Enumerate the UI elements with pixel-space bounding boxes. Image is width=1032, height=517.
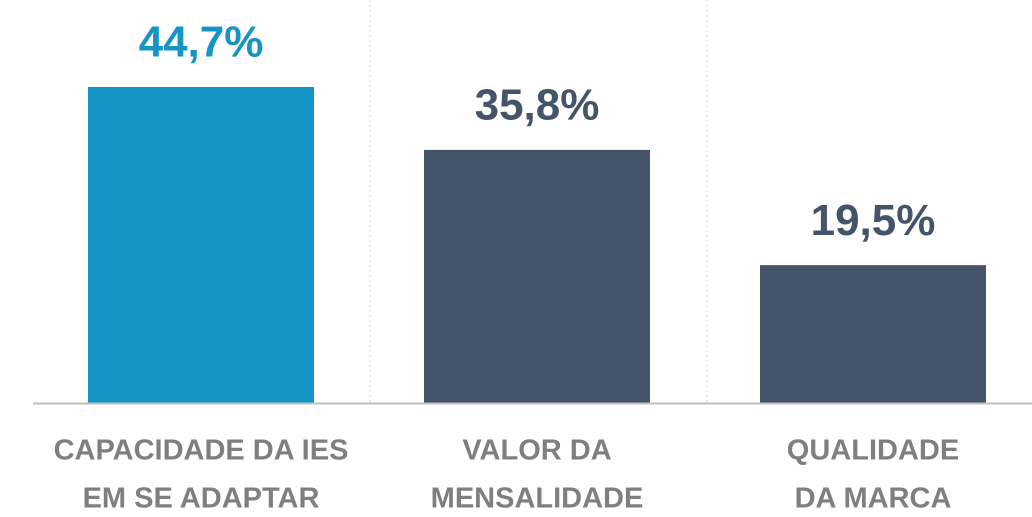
x-tick-label: QUALIDADE — [787, 435, 959, 467]
x-tick-label: CAPACIDADE DA IES — [54, 435, 349, 467]
value-label: 35,8% — [475, 81, 600, 130]
bar — [88, 86, 314, 403]
x-tick-label: VALOR DA — [462, 435, 611, 467]
x-tick-label: DA MARCA — [795, 483, 952, 515]
x-tick-label: MENSALIDADE — [431, 483, 644, 515]
value-label: 44,7% — [139, 18, 264, 67]
bar — [760, 265, 986, 403]
bar — [424, 149, 650, 403]
x-tick-label: EM SE ADAPTAR — [83, 483, 320, 515]
value-label: 19,5% — [811, 196, 936, 245]
